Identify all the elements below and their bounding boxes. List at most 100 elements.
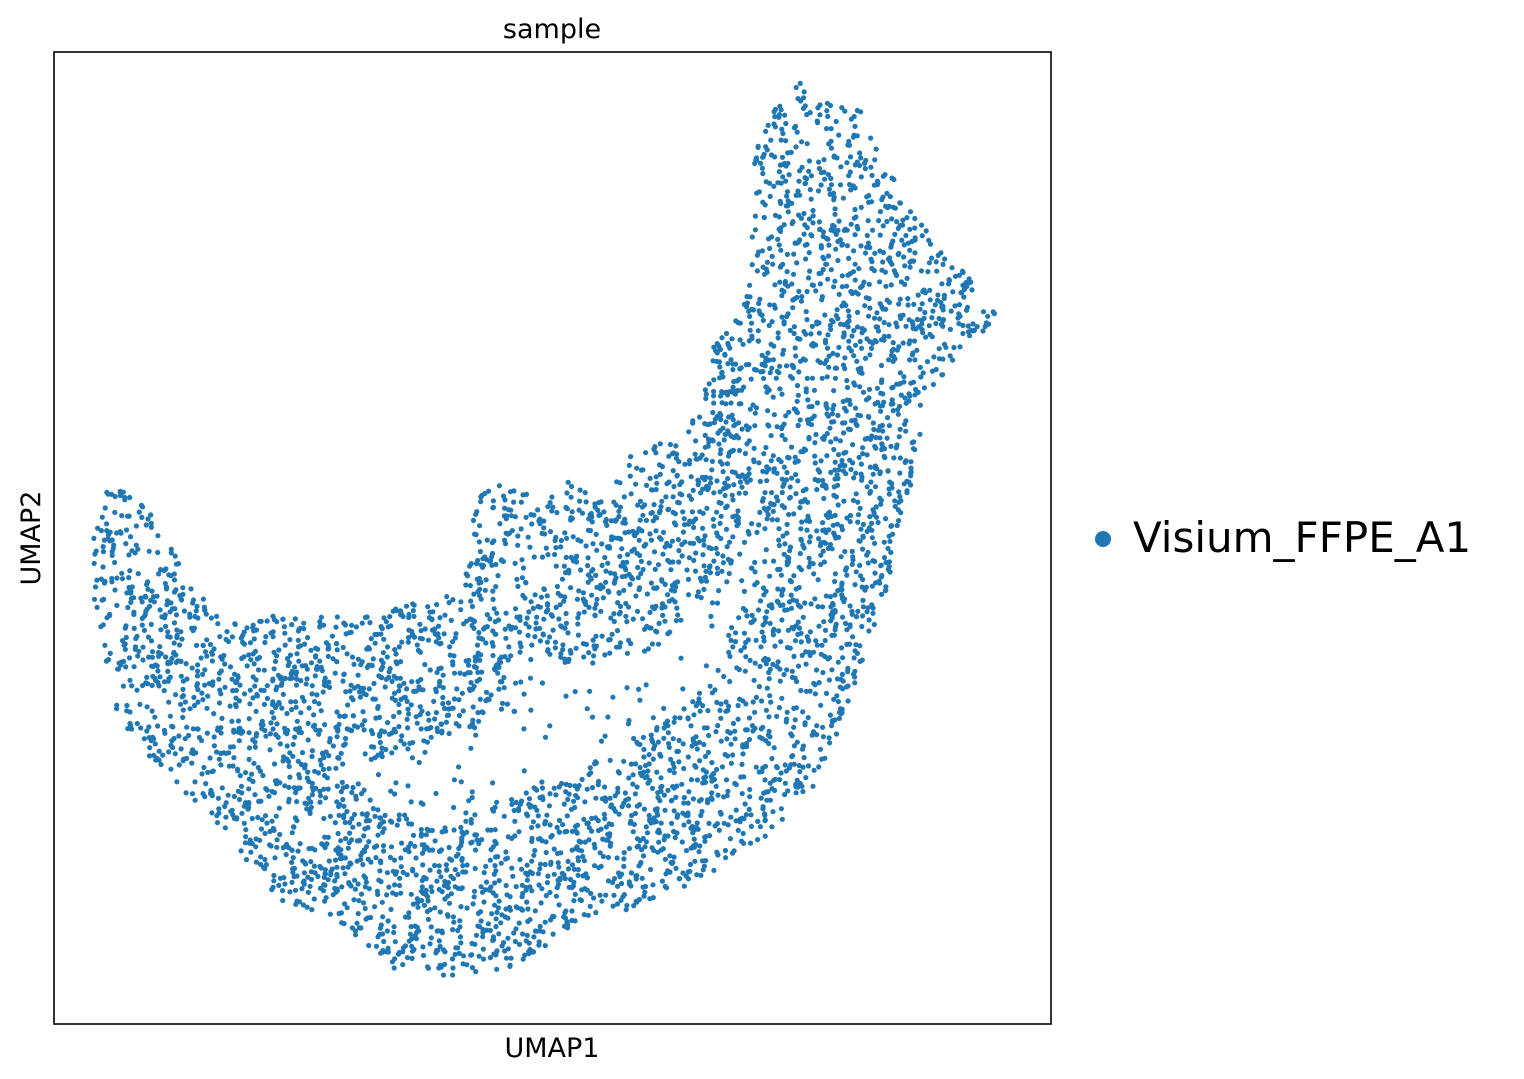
scatter-point	[645, 646, 652, 652]
scatter-point	[860, 613, 866, 619]
scatter-point	[469, 795, 475, 801]
scatter-point	[864, 484, 870, 490]
scatter-point	[419, 884, 425, 890]
scatter-point	[312, 768, 318, 774]
scatter-point	[592, 605, 598, 611]
scatter-point	[102, 505, 108, 511]
scatter-point	[317, 727, 323, 733]
scatter-point	[597, 850, 603, 856]
scatter-point	[509, 865, 515, 871]
scatter-point	[764, 147, 770, 153]
scatter-point	[852, 162, 858, 168]
scatter-point	[878, 501, 884, 507]
scatter-point	[878, 563, 884, 569]
scatter-point	[305, 874, 311, 880]
scatter-point	[537, 861, 544, 867]
scatter-point	[408, 924, 414, 930]
scatter-point	[603, 798, 609, 804]
scatter-point	[742, 490, 749, 496]
scatter-point	[747, 313, 753, 319]
scatter-point	[264, 820, 270, 826]
scatter-point	[358, 891, 365, 897]
scatter-point	[184, 676, 190, 682]
scatter-point	[209, 790, 215, 797]
scatter-point	[635, 575, 641, 581]
scatter-point	[853, 421, 859, 427]
scatter-point	[761, 790, 767, 796]
scatter-point	[419, 636, 425, 642]
scatter-point	[439, 829, 445, 835]
scatter-point	[870, 610, 876, 616]
scatter-point	[690, 487, 696, 493]
scatter-point	[741, 816, 747, 822]
scatter-point	[741, 539, 748, 545]
scatter-point	[640, 853, 647, 859]
scatter-point	[592, 501, 598, 507]
scatter-point	[889, 397, 895, 403]
scatter-point	[911, 301, 917, 307]
scatter-point	[391, 690, 398, 696]
scatter-point	[748, 823, 755, 830]
scatter-point	[406, 611, 412, 617]
scatter-point	[744, 293, 750, 300]
scatter-point	[885, 545, 891, 552]
scatter-point	[543, 839, 549, 845]
scatter-point	[834, 352, 841, 358]
scatter-point	[295, 848, 301, 854]
scatter-point	[518, 644, 524, 650]
scatter-point	[753, 637, 759, 643]
scatter-point	[389, 695, 395, 701]
scatter-point	[932, 302, 938, 308]
scatter-point	[232, 671, 238, 677]
scatter-point	[905, 240, 911, 246]
scatter-point	[351, 811, 358, 818]
scatter-point	[541, 525, 547, 531]
scatter-point	[724, 793, 730, 799]
scatter-point	[386, 669, 392, 675]
scatter-point	[873, 445, 879, 451]
scatter-point	[764, 516, 770, 522]
scatter-point	[758, 160, 764, 166]
scatter-point	[865, 560, 871, 566]
scatter-point	[195, 687, 201, 693]
scatter-point	[261, 701, 267, 708]
scatter-point	[711, 523, 717, 529]
scatter-point	[297, 785, 303, 791]
scatter-point	[377, 868, 383, 874]
scatter-point	[120, 683, 126, 689]
scatter-point	[580, 853, 586, 860]
scatter-point	[864, 194, 870, 200]
scatter-point	[423, 832, 429, 838]
scatter-point	[783, 363, 790, 369]
scatter-point	[467, 724, 473, 730]
scatter-point	[959, 290, 965, 296]
scatter-point	[628, 454, 634, 460]
scatter-point	[751, 459, 757, 465]
scatter-point	[839, 592, 845, 598]
scatter-point	[790, 626, 797, 632]
scatter-point	[318, 708, 324, 714]
scatter-point	[405, 639, 411, 645]
scatter-point	[624, 650, 631, 656]
scatter-point	[114, 575, 120, 581]
scatter-point	[292, 699, 299, 705]
scatter-point	[231, 729, 237, 735]
scatter-point	[640, 512, 646, 518]
scatter-point	[741, 301, 748, 307]
scatter-point	[210, 768, 216, 774]
scatter-point	[782, 112, 788, 118]
scatter-point	[317, 658, 323, 664]
scatter-point	[384, 644, 391, 650]
scatter-point	[307, 808, 313, 814]
scatter-point	[398, 855, 404, 861]
scatter-point	[173, 692, 179, 698]
scatter-point	[148, 621, 154, 628]
scatter-point	[322, 683, 329, 689]
scatter-point	[779, 816, 785, 822]
scatter-point	[579, 510, 586, 516]
scatter-point	[865, 240, 872, 246]
scatter-point	[881, 539, 887, 545]
scatter-point	[654, 480, 660, 486]
scatter-point	[347, 882, 354, 888]
scatter-point	[779, 503, 785, 509]
